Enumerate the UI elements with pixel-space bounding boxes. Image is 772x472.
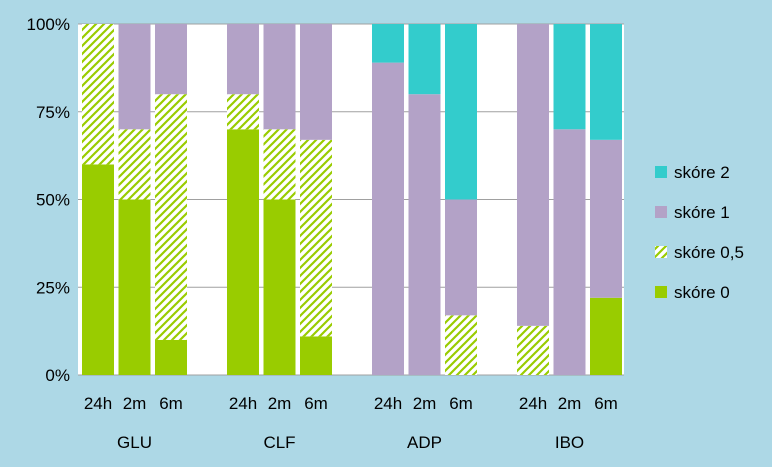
bar-segment	[263, 129, 296, 200]
bar-segment	[155, 339, 187, 375]
bar-segment	[445, 199, 477, 316]
legend-label: skóre 0	[674, 283, 730, 302]
bar-segment	[263, 199, 296, 375]
bars	[82, 24, 622, 376]
bar-segment	[300, 139, 332, 337]
x-tick-label: 2m	[413, 394, 437, 413]
group-label: CLF	[263, 433, 295, 452]
bar-segment	[263, 24, 296, 130]
bar-segment	[300, 24, 332, 140]
x-tick-label: 2m	[123, 394, 147, 413]
y-tick-label: 75%	[36, 103, 70, 122]
bar-segment	[82, 24, 114, 165]
bar-segment	[118, 129, 151, 200]
x-tick-label: 2m	[558, 394, 582, 413]
x-tick-label: 2m	[268, 394, 292, 413]
bar-segment	[155, 94, 187, 340]
bar-segment	[408, 24, 441, 95]
bar-segment	[227, 24, 259, 95]
legend-swatch	[655, 246, 667, 258]
x-tick-label: 24h	[229, 394, 257, 413]
x-tick-label: 6m	[159, 394, 183, 413]
bar-segment	[155, 24, 187, 95]
bar-segment	[590, 24, 622, 140]
bar-segment	[590, 297, 622, 375]
bar-segment	[590, 139, 622, 298]
x-tick-label: 6m	[449, 394, 473, 413]
bar-segment	[227, 129, 259, 375]
y-tick-label: 100%	[27, 15, 70, 34]
bar-segment	[517, 325, 549, 375]
legend-swatch	[655, 286, 667, 298]
bar-segment	[372, 62, 404, 376]
legend-swatch	[655, 206, 667, 218]
legend-label: skóre 1	[674, 203, 730, 222]
x-tick-label: 24h	[84, 394, 112, 413]
bar-segment	[82, 164, 114, 375]
x-tick-label: 24h	[374, 394, 402, 413]
bar-segment	[300, 336, 332, 375]
bar-segment	[227, 94, 259, 130]
axes: 0% 25% 50% 75% 100% 24h 2m 6m GLU 24h 2m 6m CLF 24h 2m…	[27, 15, 618, 452]
group-label: GLU	[117, 433, 152, 452]
bar-segment	[553, 129, 586, 375]
legend-label: skóre 2	[674, 163, 730, 182]
x-tick-label: 6m	[594, 394, 618, 413]
bar-segment	[372, 24, 404, 63]
bar-segment	[517, 24, 549, 326]
y-tick-label: 50%	[36, 191, 70, 210]
bar-segment	[118, 24, 151, 130]
group-label: IBO	[555, 433, 584, 452]
legend-label: skóre 0,5	[674, 243, 744, 262]
legend-swatch	[655, 166, 667, 178]
bar-segment	[445, 24, 477, 200]
y-tick-label: 0%	[45, 366, 70, 385]
bar-segment	[445, 315, 477, 375]
bar-segment	[553, 24, 586, 130]
y-tick-label: 25%	[36, 278, 70, 297]
x-tick-label: 6m	[304, 394, 328, 413]
legend: skóre 2 skóre 1 skóre 0,5 skóre 0	[655, 163, 744, 302]
bar-segment	[118, 199, 151, 375]
bar-segment	[408, 94, 441, 375]
group-label: ADP	[407, 433, 442, 452]
x-tick-label: 24h	[519, 394, 547, 413]
